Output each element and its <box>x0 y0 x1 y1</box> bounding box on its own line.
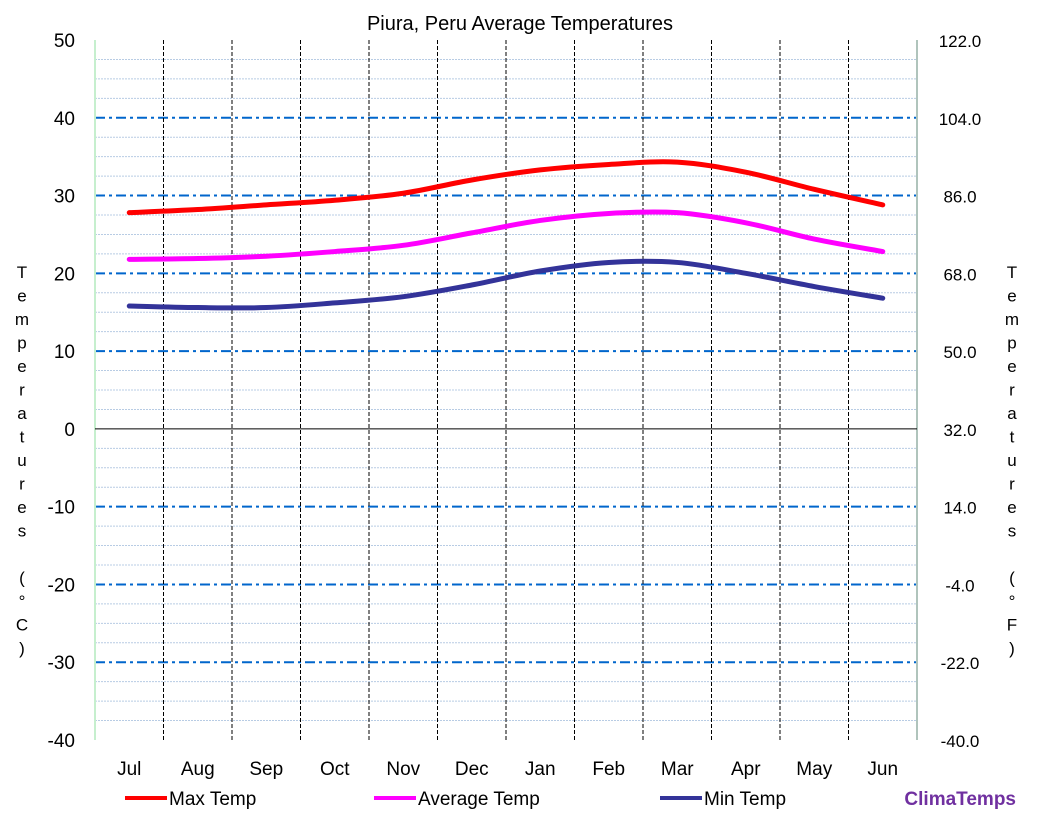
legend-label-max-temp: Max Temp <box>169 789 256 810</box>
y-axis-title-right: e <box>1007 287 1016 306</box>
y-axis-title-left: e <box>17 498 26 517</box>
y-axis-title-right: e <box>1007 357 1016 376</box>
y-axis-title-left: t <box>20 428 25 447</box>
y-axis-title-right: r <box>1009 381 1015 400</box>
y-tick-label-left: 10 <box>54 342 75 363</box>
y-tick-label-right: -40.0 <box>941 732 980 751</box>
legend-label-average-temp: Average Temp <box>418 789 540 810</box>
brand-logo: ClimaTemps <box>904 789 1016 810</box>
y-axis-title-left: s <box>18 522 27 541</box>
y-axis-title-left: ° <box>19 592 26 611</box>
max-temp-line <box>126 159 886 216</box>
y-axis-title-right: t <box>1010 428 1015 447</box>
y-axis-title-left: ) <box>19 639 25 658</box>
y-tick-label-right: -22.0 <box>941 654 980 673</box>
average-temp-line <box>126 209 886 262</box>
x-tick-label: Mar <box>661 759 694 780</box>
y-axis-title-right: s <box>1008 522 1017 541</box>
x-tick-label: Jul <box>117 759 141 780</box>
y-axis-title-left: p <box>17 334 26 353</box>
legend-label-min-temp: Min Temp <box>704 789 786 810</box>
y-axis-title-right: ) <box>1009 639 1015 658</box>
y-axis-title-left: m <box>15 310 29 329</box>
y-axis-title-right: p <box>1007 334 1016 353</box>
y-tick-label-right: 86.0 <box>943 188 976 207</box>
x-tick-label: Aug <box>181 759 215 780</box>
y-axis-title-left: ( <box>19 569 25 588</box>
y-axis-title-right: m <box>1005 310 1019 329</box>
y-axis-title-right: ( <box>1009 569 1015 588</box>
y-tick-label-right: 50.0 <box>943 343 976 362</box>
y-axis-title-left: C <box>16 616 28 635</box>
y-axis-title-right: T <box>1007 263 1017 282</box>
y-tick-label-right: 68.0 <box>943 265 976 284</box>
y-tick-label-right: 104.0 <box>939 110 982 129</box>
y-axis-title-right: u <box>1007 451 1016 470</box>
y-axis-title-right: e <box>1007 498 1016 517</box>
x-tick-label: May <box>796 759 832 780</box>
x-tick-label: Apr <box>731 759 761 780</box>
y-axis-title-left: a <box>17 404 27 423</box>
y-axis-title-right: a <box>1007 404 1017 423</box>
y-tick-label-right: 32.0 <box>943 421 976 440</box>
y-tick-label-left: -10 <box>48 498 75 519</box>
y-tick-label-left: 50 <box>54 31 75 52</box>
y-axis-title-right: ° <box>1009 592 1016 611</box>
y-tick-label-left: -40 <box>48 731 75 752</box>
min-temp-line <box>126 258 886 311</box>
y-axis-title-left: r <box>19 381 25 400</box>
y-axis-title-left: e <box>17 357 26 376</box>
x-tick-label: Nov <box>386 759 420 780</box>
y-axis-title-right: F <box>1007 616 1017 635</box>
y-tick-label-right: 122.0 <box>939 32 982 51</box>
y-tick-label-left: 0 <box>64 420 75 441</box>
y-axis-title-right: r <box>1009 475 1015 494</box>
y-tick-label-left: 30 <box>54 187 75 208</box>
x-tick-label: Oct <box>320 759 350 780</box>
y-axis-title-left: u <box>17 451 26 470</box>
y-tick-label-left: 40 <box>54 109 75 130</box>
y-tick-label-left: 20 <box>54 264 75 285</box>
x-tick-label: Feb <box>592 759 625 780</box>
x-tick-label: Sep <box>249 759 283 780</box>
y-axis-title-left: e <box>17 287 26 306</box>
y-axis-title-left: T <box>17 263 27 282</box>
y-axis-title-left: r <box>19 475 25 494</box>
x-tick-label: Dec <box>455 759 489 780</box>
y-tick-label-left: -30 <box>48 653 75 674</box>
chart-title: Piura, Peru Average Temperatures <box>367 13 673 35</box>
y-tick-label-left: -20 <box>48 575 75 596</box>
x-tick-label: Jun <box>867 759 898 780</box>
y-tick-label-right: 14.0 <box>943 499 976 518</box>
y-tick-label-right: -4.0 <box>945 576 974 595</box>
x-tick-label: Jan <box>525 759 556 780</box>
